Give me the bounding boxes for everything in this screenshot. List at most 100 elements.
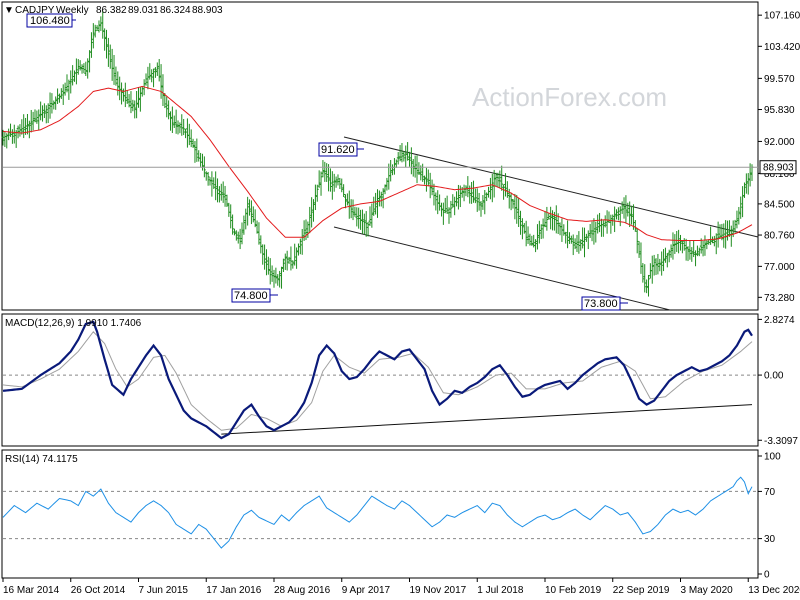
ohlc-bar <box>293 243 297 266</box>
ohlc-bar <box>643 264 647 293</box>
dropdown-arrow-icon[interactable]: ▼ <box>4 5 14 16</box>
ohlc-bar <box>125 90 129 104</box>
ohlc-bar <box>41 105 44 122</box>
callout-106-480-text: 106.480 <box>30 15 70 27</box>
channel-upper-line <box>343 136 759 238</box>
ohlc-bar <box>537 220 541 244</box>
ohlc-bar <box>502 184 505 200</box>
ohlc-bar <box>741 186 744 218</box>
header-open: 86.382 <box>96 5 127 16</box>
ohlc-bar <box>584 233 588 242</box>
ohlc-bar <box>515 194 519 224</box>
ohlc-bar <box>210 171 214 197</box>
ohlc-bar <box>265 249 268 276</box>
ohlc-bar <box>483 189 487 215</box>
ohlc-bar <box>566 220 569 249</box>
x-tick-label: 10 Feb 2019 <box>545 585 602 596</box>
ohlc-bar <box>624 195 628 224</box>
ohlc-bar <box>402 151 406 162</box>
ohlc-bar <box>270 265 274 282</box>
ohlc-bar <box>101 10 105 39</box>
ohlc-bar <box>635 228 639 254</box>
ohlc-bar <box>313 184 317 211</box>
ohlc-bar <box>148 63 152 80</box>
ohlc-bar <box>259 235 263 254</box>
ohlc-bar <box>588 224 592 238</box>
ohlc-bar <box>673 234 677 254</box>
ohlc-bar <box>182 118 186 136</box>
ohlc-bar <box>440 202 443 217</box>
ohlc-bar <box>737 206 741 225</box>
ohlc-bar <box>212 177 216 189</box>
x-tick-label: 17 Jan 2016 <box>206 585 261 596</box>
ohlc-bar <box>372 196 376 216</box>
x-tick-label: 16 Mar 2014 <box>3 585 60 596</box>
ohlc-bar <box>340 178 344 193</box>
ohlc-bar <box>174 109 178 134</box>
ohlc-bar <box>513 193 517 220</box>
x-tick-label: 3 May 2020 <box>680 585 733 596</box>
ohlc-bar <box>470 181 473 204</box>
ohlc-bar <box>383 184 387 195</box>
ohlc-bar <box>80 64 84 74</box>
ohlc-bar <box>180 114 184 136</box>
ohlc-bar <box>660 251 664 276</box>
ohlc-bar <box>558 222 562 236</box>
ohlc-bar <box>509 192 513 211</box>
ohlc-bar <box>419 165 423 181</box>
ohlc-bar <box>385 177 389 191</box>
ohlc-bar <box>61 84 65 105</box>
ohlc-bar <box>411 159 415 177</box>
ohlc-bar <box>201 153 204 171</box>
ohlc-bar <box>110 48 114 81</box>
x-tick-label: 13 Dec 2020 <box>748 585 800 596</box>
ohlc-bar <box>665 253 669 268</box>
ohlc-bar <box>33 109 37 123</box>
ohlc-bar <box>639 242 643 274</box>
ohlc-bar <box>238 228 242 250</box>
ohlc-bar <box>366 221 370 237</box>
ohlc-bar <box>362 213 366 235</box>
ohlc-bar <box>280 266 283 289</box>
ohlc-bar <box>453 196 457 216</box>
ohlc-bar <box>268 258 272 285</box>
ohlc-bar <box>494 172 498 187</box>
ohlc-bar <box>312 199 315 222</box>
ohlc-bar <box>443 197 447 214</box>
ohlc-bar <box>475 188 479 212</box>
ohlc-bar <box>344 194 347 209</box>
ohlc-bar <box>195 138 199 162</box>
ohlc-bar <box>129 91 133 114</box>
ohlc-bar <box>554 205 558 234</box>
ohlc-bar <box>208 177 212 186</box>
ohlc-bar <box>44 105 48 124</box>
ohlc-bar <box>487 186 490 198</box>
moving-average-line <box>2 85 753 242</box>
ohlc-bar <box>74 58 78 85</box>
ohlc-bar <box>641 263 645 283</box>
ohlc-bar <box>579 239 583 251</box>
ohlc-bar <box>122 88 125 102</box>
ohlc-bar <box>396 152 400 165</box>
ohlc-bar <box>598 212 601 233</box>
ohlc-bar <box>58 93 61 103</box>
price-y-tick-label: 84.500 <box>764 199 795 210</box>
ohlc-bar <box>223 185 227 207</box>
ohlc-bar <box>404 145 408 167</box>
ohlc-bar <box>626 202 630 217</box>
ohlc-bar <box>263 244 266 270</box>
ohlc-bar <box>26 113 29 135</box>
ohlc-bar <box>127 94 131 108</box>
last-price-text: 88.903 <box>763 163 794 174</box>
ohlc-bar <box>426 169 430 187</box>
ohlc-bar <box>370 203 374 228</box>
ohlc-bar <box>282 258 285 272</box>
price-y-tick-label: 103.420 <box>764 42 800 53</box>
ohlc-bar <box>498 170 502 189</box>
ohlc-bar <box>114 66 118 86</box>
price-panel: ActionForex.com 107.160 103.420 99.570 95.8… <box>1 1 800 311</box>
ohlc-bar <box>276 274 280 286</box>
ohlc-bar <box>415 155 419 184</box>
last-price-marker: 88.903 <box>759 160 797 175</box>
ohlc-bar <box>357 207 361 229</box>
